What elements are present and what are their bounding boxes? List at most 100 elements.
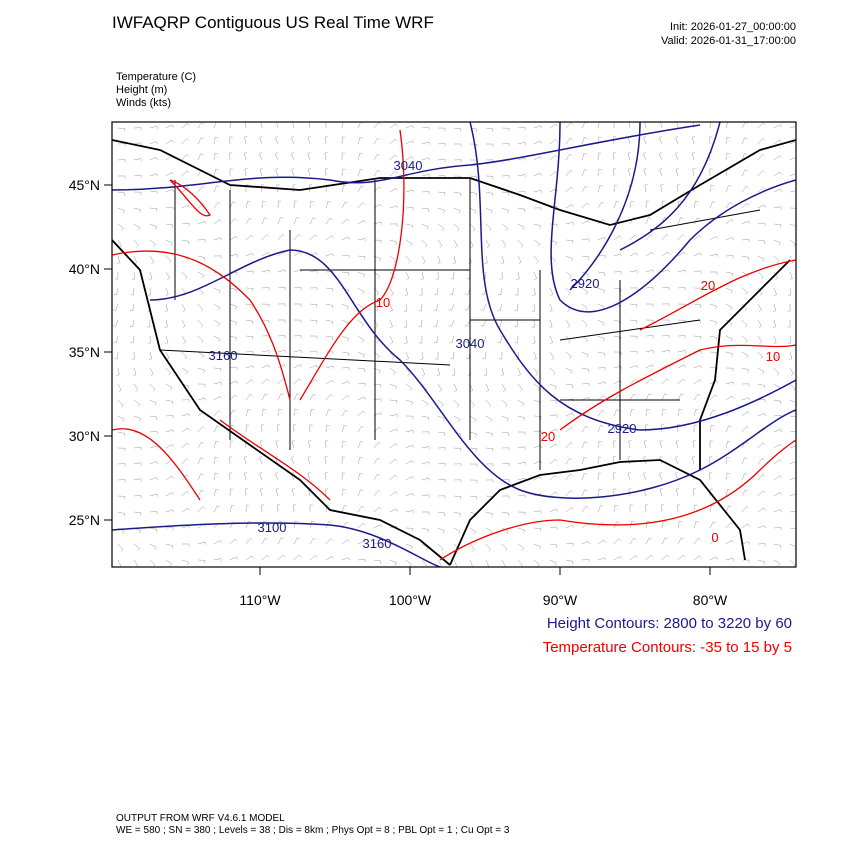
wind-barb — [549, 526, 558, 530]
wind-barb — [485, 143, 494, 147]
wind-barb — [149, 207, 158, 212]
wind-barb — [277, 200, 282, 209]
wind-barb — [308, 122, 311, 129]
wind-barb — [229, 201, 236, 209]
wind-barb — [244, 488, 248, 497]
wind-barb — [613, 556, 622, 561]
wind-barb — [549, 319, 553, 328]
wind-barb — [117, 431, 126, 437]
wind-barb — [261, 520, 267, 529]
wind-barb — [309, 200, 314, 209]
wind-barb — [773, 171, 782, 177]
wind-barb — [659, 168, 663, 177]
wind-barb — [421, 223, 429, 230]
wind-barb — [709, 271, 718, 275]
wind-barb — [581, 351, 589, 358]
wind-barb — [244, 472, 248, 481]
wind-barb — [274, 136, 279, 145]
wind-barb — [757, 154, 765, 161]
wind-barb — [677, 520, 683, 529]
wind-barb — [181, 138, 189, 145]
wind-barb — [149, 399, 157, 406]
wind-barb — [437, 255, 441, 264]
wind-barb — [274, 152, 279, 161]
wind-barb — [627, 152, 631, 161]
wind-barb — [213, 319, 221, 327]
wind-barb — [291, 136, 295, 145]
wind-barb — [389, 271, 395, 280]
wind-barb — [677, 200, 682, 209]
wind-barb — [517, 431, 526, 435]
wind-barb — [453, 463, 462, 467]
wind-barb — [213, 335, 221, 342]
wind-barb — [133, 495, 142, 499]
wind-barb — [197, 397, 206, 401]
wind-barb — [117, 559, 122, 567]
valid-time: Valid: 2026-01-31_17:00:00 — [661, 35, 796, 47]
wind-barb — [448, 303, 455, 311]
wind-barb — [357, 255, 366, 260]
wind-barb — [357, 472, 363, 481]
wind-barb — [133, 399, 140, 407]
wind-barb — [181, 458, 189, 465]
wind-barb — [373, 255, 381, 262]
wind-barb — [629, 303, 638, 308]
wind-barb — [165, 351, 170, 360]
wind-barb — [165, 124, 174, 129]
wind-barb — [741, 220, 750, 225]
wind-barb — [197, 319, 204, 328]
wind-barb — [449, 335, 455, 344]
wind-barb — [517, 527, 526, 533]
footer-line: OUTPUT FROM WRF V4.6.1 MODEL — [116, 813, 285, 824]
wind-barb — [565, 457, 573, 465]
wind-barb — [549, 287, 554, 296]
wind-barb — [469, 527, 477, 535]
wind-barb — [499, 271, 503, 280]
wind-barb — [725, 488, 731, 497]
wind-barb — [181, 427, 190, 433]
wind-barb — [133, 174, 142, 178]
wind-barb — [293, 335, 302, 339]
wind-barb — [213, 395, 222, 401]
wind-barb — [533, 239, 541, 247]
wind-barb — [229, 122, 231, 129]
wind-barb — [229, 424, 235, 433]
wind-barb — [308, 440, 312, 449]
wind-barb — [789, 271, 793, 280]
wind-barb — [597, 557, 606, 561]
wind-barb — [629, 335, 638, 339]
wind-barb — [693, 270, 702, 274]
wind-barb — [453, 143, 462, 147]
wind-barb — [373, 221, 382, 225]
contour-label: 20 — [541, 429, 555, 444]
wind-barb — [277, 349, 286, 353]
wind-barb — [485, 127, 494, 132]
wind-barb — [531, 303, 535, 312]
wind-barb — [245, 409, 251, 417]
wind-barb — [293, 286, 302, 290]
wind-barb — [693, 424, 697, 433]
wind-barb — [453, 495, 462, 500]
wind-barb — [181, 319, 186, 328]
wind-barb — [261, 319, 270, 324]
wind-barb — [549, 139, 558, 145]
wind-barb — [497, 303, 503, 312]
wind-barb — [325, 504, 330, 513]
wind-barb — [789, 239, 796, 247]
wind-barb — [725, 472, 730, 481]
wind-barb — [660, 184, 664, 193]
wind-barb — [373, 441, 381, 449]
wind-barb — [324, 152, 328, 161]
wind-barb — [293, 200, 298, 209]
wind-barb — [773, 255, 780, 263]
wind-barb — [165, 509, 174, 513]
wind-barb — [693, 335, 702, 340]
wind-barb — [773, 335, 777, 344]
wind-barb — [117, 495, 126, 500]
wind-barb — [789, 445, 796, 449]
wind-barb — [181, 239, 190, 245]
wind-barb — [613, 122, 615, 129]
wind-barb — [357, 238, 366, 242]
wind-barb — [133, 158, 142, 162]
wind-barb — [341, 303, 349, 310]
